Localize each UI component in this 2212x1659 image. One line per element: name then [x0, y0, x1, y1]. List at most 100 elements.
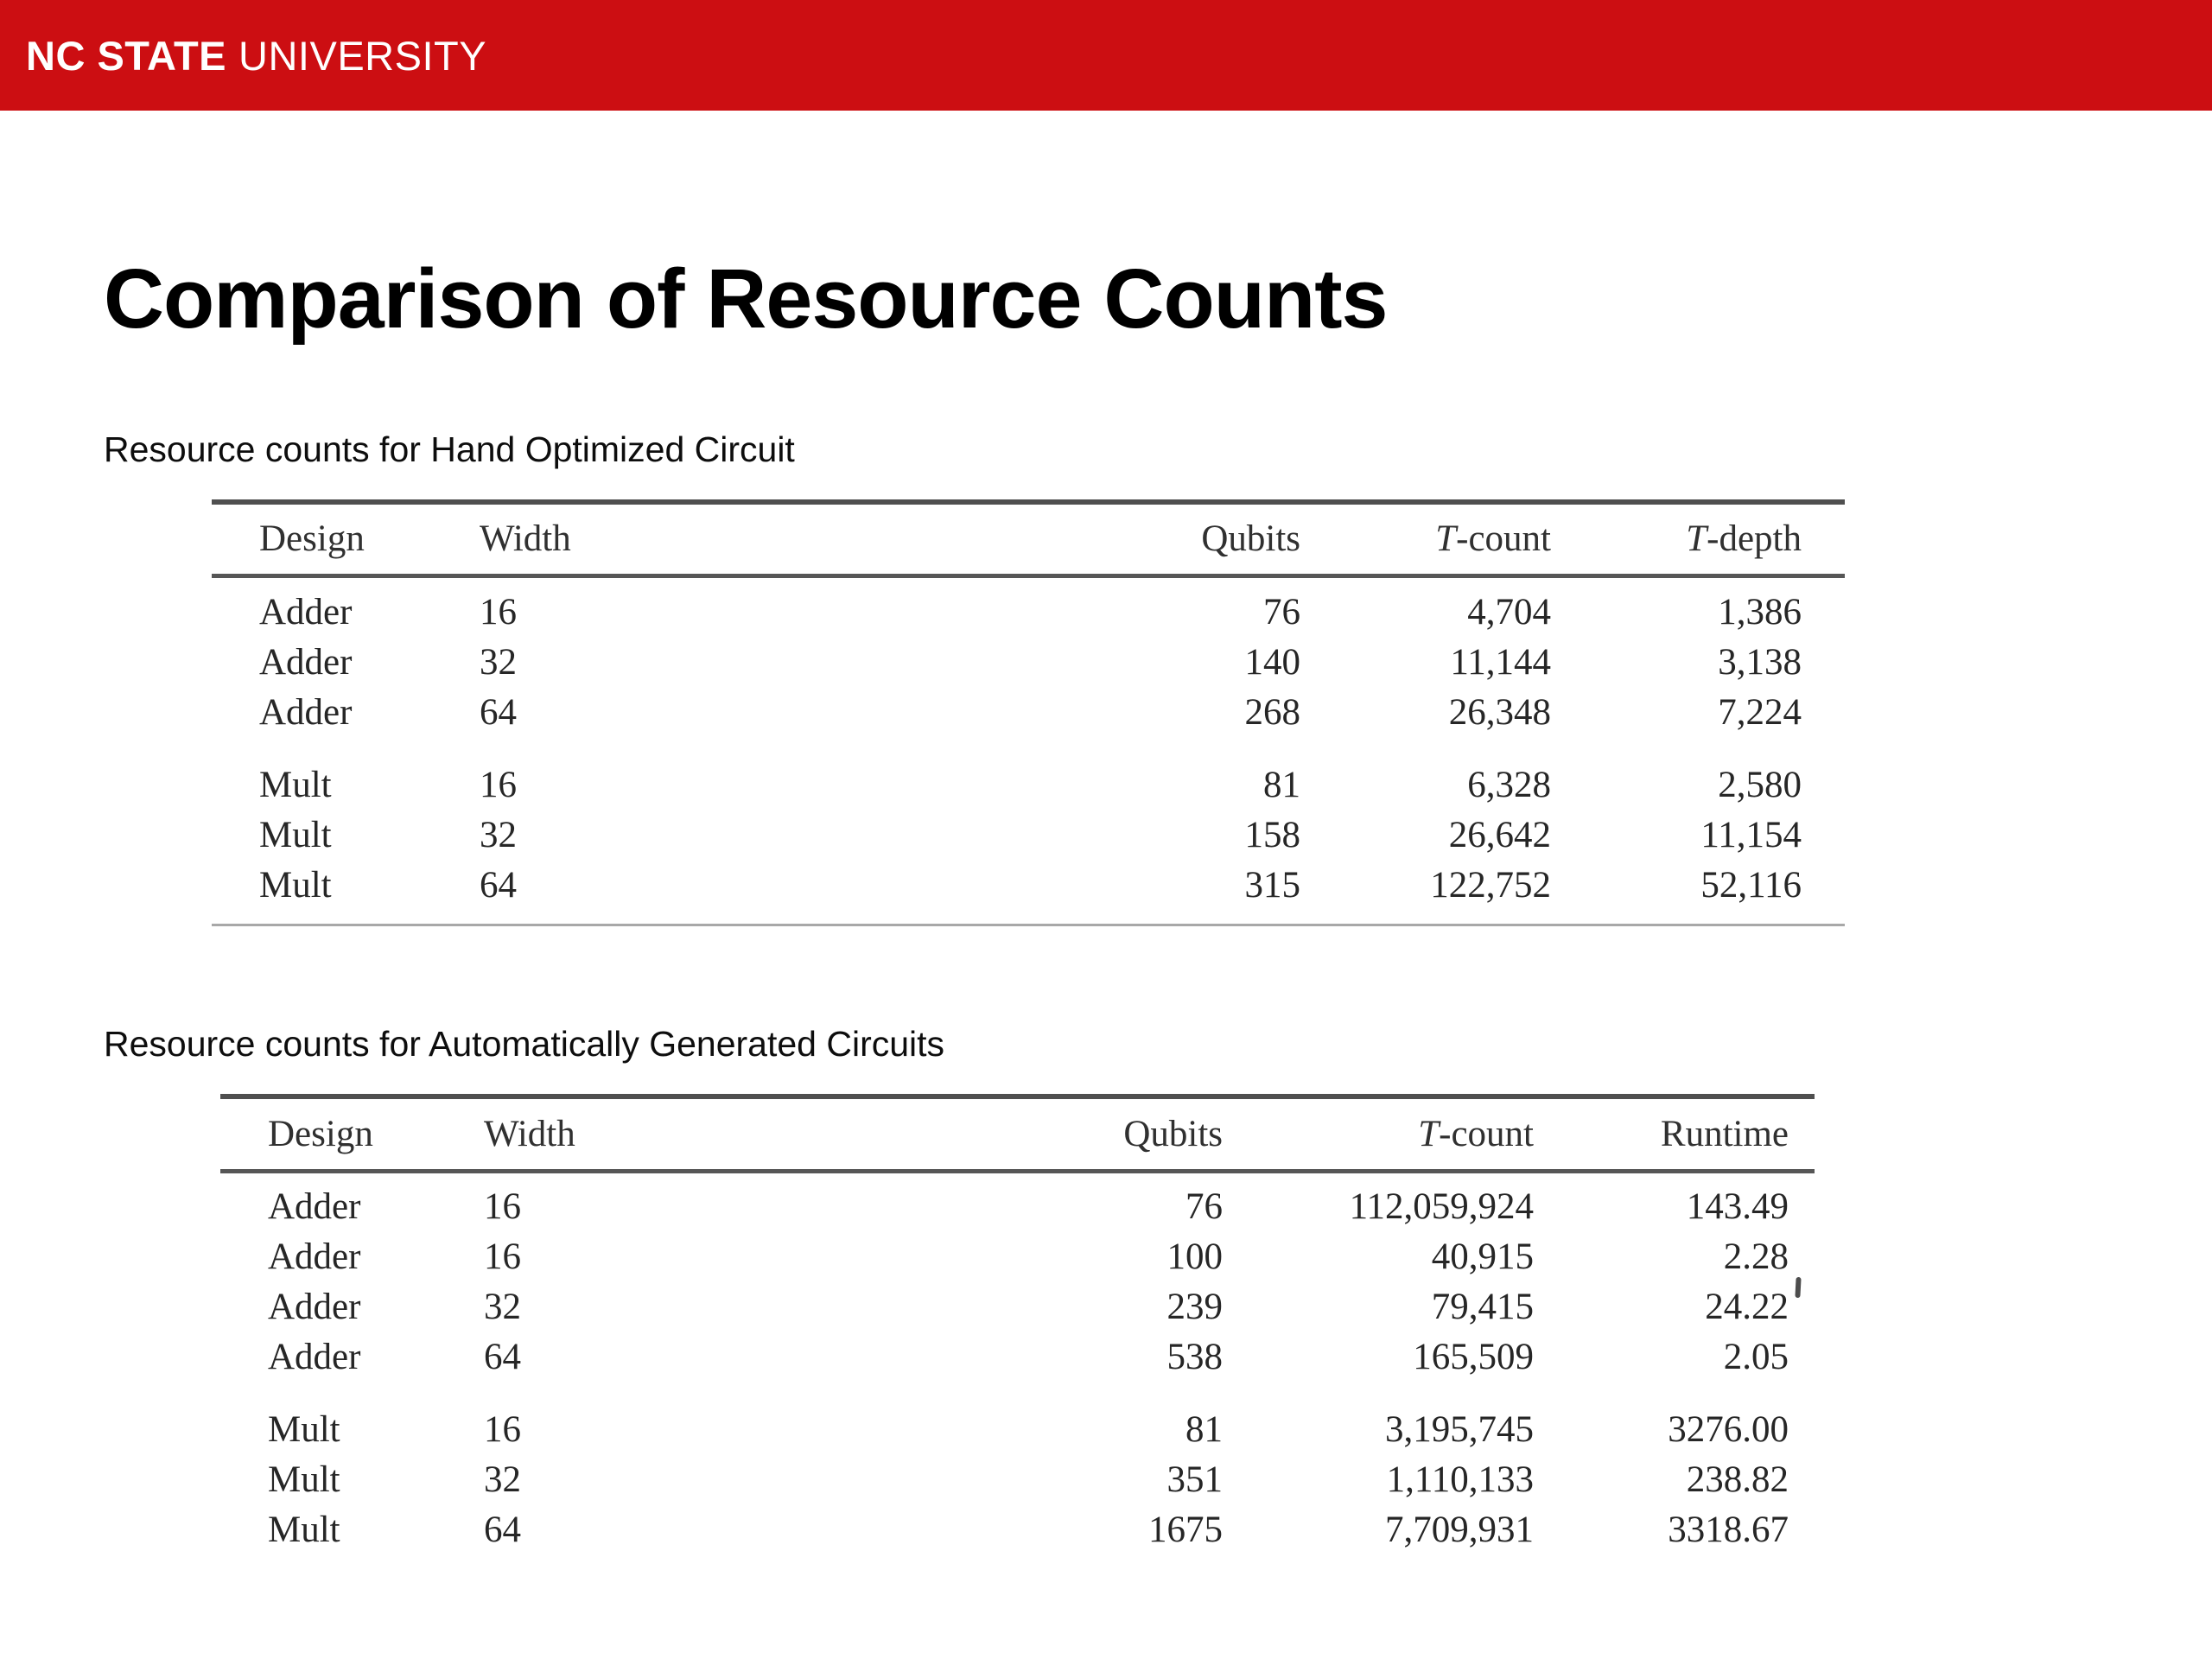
cell-width: 64 — [480, 691, 517, 733]
table-row: Mult 64 1675 7,709,931 3318.67 — [220, 1505, 1815, 1569]
cell-t-count: 1,110,133 — [1386, 1459, 1534, 1501]
column-header-qubits: Qubits — [1201, 518, 1300, 560]
table-row: Adder 16 76 112,059,924 143.49 — [220, 1171, 1815, 1232]
cell-width: 16 — [484, 1409, 521, 1451]
column-header-qubits: Qubits — [1123, 1113, 1223, 1154]
column-header-t-count: T-count — [1418, 1113, 1534, 1154]
group-spacer — [212, 737, 1845, 760]
cell-qubits: 76 — [1185, 1186, 1223, 1228]
cell-design: Adder — [259, 591, 353, 632]
column-header-width: Width — [484, 1113, 575, 1154]
cell-design: Mult — [259, 764, 332, 805]
cell-t-depth: 2,580 — [1718, 764, 1802, 805]
cell-t-count: 26,348 — [1448, 691, 1551, 733]
table-row: Adder 64 538 165,509 2.05 — [220, 1332, 1815, 1382]
table-row: Mult 32 158 26,642 11,154 — [212, 810, 1845, 860]
cell-design: Mult — [268, 1510, 340, 1551]
cell-width: 32 — [480, 641, 517, 683]
cell-t-count: 165,509 — [1413, 1337, 1534, 1378]
cell-design: Adder — [259, 691, 353, 733]
brand-bar: NC STATE UNIVERSITY — [0, 0, 2212, 111]
cell-t-depth: 3,138 — [1718, 641, 1802, 683]
cell-qubits: 315 — [1244, 864, 1301, 906]
hand-optimized-table: Design Width Qubits T-count T-depth Adder 16 7… — [212, 499, 1845, 927]
cell-runtime: 238.82 — [1686, 1459, 1789, 1501]
cell-runtime: 2.05 — [1723, 1337, 1789, 1378]
cell-width: 64 — [480, 864, 517, 906]
cell-width: 32 — [484, 1459, 521, 1501]
cell-runtime: 3318.67 — [1668, 1510, 1789, 1551]
cell-width: 16 — [484, 1186, 521, 1228]
cell-qubits: 1675 — [1148, 1510, 1223, 1551]
slide-body: Comparison of Resource Counts Resource c… — [0, 252, 2212, 1569]
cell-qubits: 81 — [1185, 1409, 1223, 1451]
cell-t-count: 112,059,924 — [1349, 1186, 1534, 1228]
column-header-t-depth: T-depth — [1686, 518, 1802, 560]
table-row: Mult 16 81 3,195,745 3276.00 — [220, 1405, 1815, 1455]
cell-width: 32 — [480, 814, 517, 855]
cell-width: 64 — [484, 1337, 521, 1378]
cell-design: Mult — [268, 1459, 340, 1501]
table-row: Adder 32 140 11,144 3,138 — [212, 637, 1845, 687]
logo-text-bold: NC STATE — [26, 32, 227, 79]
column-header-design: Design — [259, 518, 365, 560]
cell-t-depth: 1,386 — [1718, 591, 1802, 632]
cell-t-depth: 7,224 — [1718, 691, 1802, 733]
cell-qubits: 140 — [1244, 641, 1301, 683]
cell-qubits: 76 — [1263, 591, 1300, 632]
cell-runtime: 3276.00 — [1668, 1409, 1789, 1451]
table-row: Adder 16 76 4,704 1,386 — [212, 576, 1845, 638]
cell-t-count: 7,709,931 — [1385, 1510, 1534, 1551]
cell-design: Mult — [259, 864, 332, 906]
table-row: Adder 16 100 40,915 2.28 — [220, 1232, 1815, 1282]
cell-t-count: 122,752 — [1430, 864, 1551, 906]
table-row: Mult 64 315 122,752 52,116 — [212, 860, 1845, 925]
cell-t-depth: 52,116 — [1700, 864, 1802, 906]
cell-t-count: 3,195,745 — [1385, 1409, 1534, 1451]
header-row: Design Width Qubits T-count Runtime — [220, 1096, 1815, 1172]
stray-ink-artifact — [1795, 1276, 1802, 1299]
cell-t-count: 26,642 — [1448, 814, 1551, 855]
cell-t-count: 40,915 — [1431, 1236, 1534, 1278]
column-header-runtime: Runtime — [1660, 1113, 1789, 1154]
table-caption: Resource counts for Automatically Genera… — [104, 1024, 945, 1065]
logo-text-light: UNIVERSITY — [238, 32, 487, 79]
cell-qubits: 158 — [1244, 814, 1301, 855]
cell-qubits: 351 — [1166, 1459, 1224, 1501]
cell-runtime: 2.28 — [1723, 1236, 1789, 1278]
cell-qubits: 81 — [1263, 764, 1300, 805]
cell-design: Mult — [268, 1409, 340, 1451]
cell-runtime: 24.22 — [1705, 1287, 1789, 1328]
cell-width: 64 — [484, 1510, 521, 1551]
cell-runtime: 143.49 — [1686, 1186, 1789, 1228]
university-logo: NC STATE UNIVERSITY — [26, 32, 486, 79]
table-row: Mult 16 81 6,328 2,580 — [212, 760, 1845, 810]
cell-design: Adder — [268, 1186, 361, 1228]
cell-t-count: 79,415 — [1431, 1287, 1534, 1328]
cell-design: Adder — [259, 641, 353, 683]
column-header-design: Design — [268, 1113, 373, 1154]
cell-t-depth: 11,154 — [1700, 814, 1802, 855]
table-row: Mult 32 351 1,110,133 238.82 — [220, 1455, 1815, 1505]
cell-qubits: 239 — [1166, 1287, 1224, 1328]
column-header-width: Width — [480, 518, 571, 560]
cell-design: Adder — [268, 1337, 361, 1378]
cell-t-count: 4,704 — [1467, 591, 1551, 632]
cell-qubits: 100 — [1166, 1236, 1224, 1278]
hand-optimized-section: Resource counts for Hand Optimized Circu… — [0, 429, 2212, 927]
table-caption: Resource counts for Hand Optimized Circu… — [104, 429, 795, 469]
cell-design: Mult — [259, 814, 332, 855]
cell-t-count: 11,144 — [1450, 641, 1551, 683]
cell-qubits: 268 — [1244, 691, 1301, 733]
cell-design: Adder — [268, 1287, 361, 1328]
header-row: Design Width Qubits T-count T-depth — [212, 502, 1845, 576]
table-row: Adder 64 268 26,348 7,224 — [212, 687, 1845, 737]
cell-width: 16 — [484, 1236, 521, 1278]
auto-generated-table: Design Width Qubits T-count Runtime Adder 16 7… — [220, 1094, 1815, 1569]
cell-width: 16 — [480, 764, 517, 805]
cell-t-count: 6,328 — [1467, 764, 1551, 805]
group-spacer — [220, 1382, 1815, 1405]
table-row: Adder 32 239 79,415 24.22 — [220, 1282, 1815, 1332]
cell-qubits: 538 — [1166, 1337, 1224, 1378]
auto-generated-section: Resource counts for Automatically Genera… — [0, 1023, 2212, 1569]
